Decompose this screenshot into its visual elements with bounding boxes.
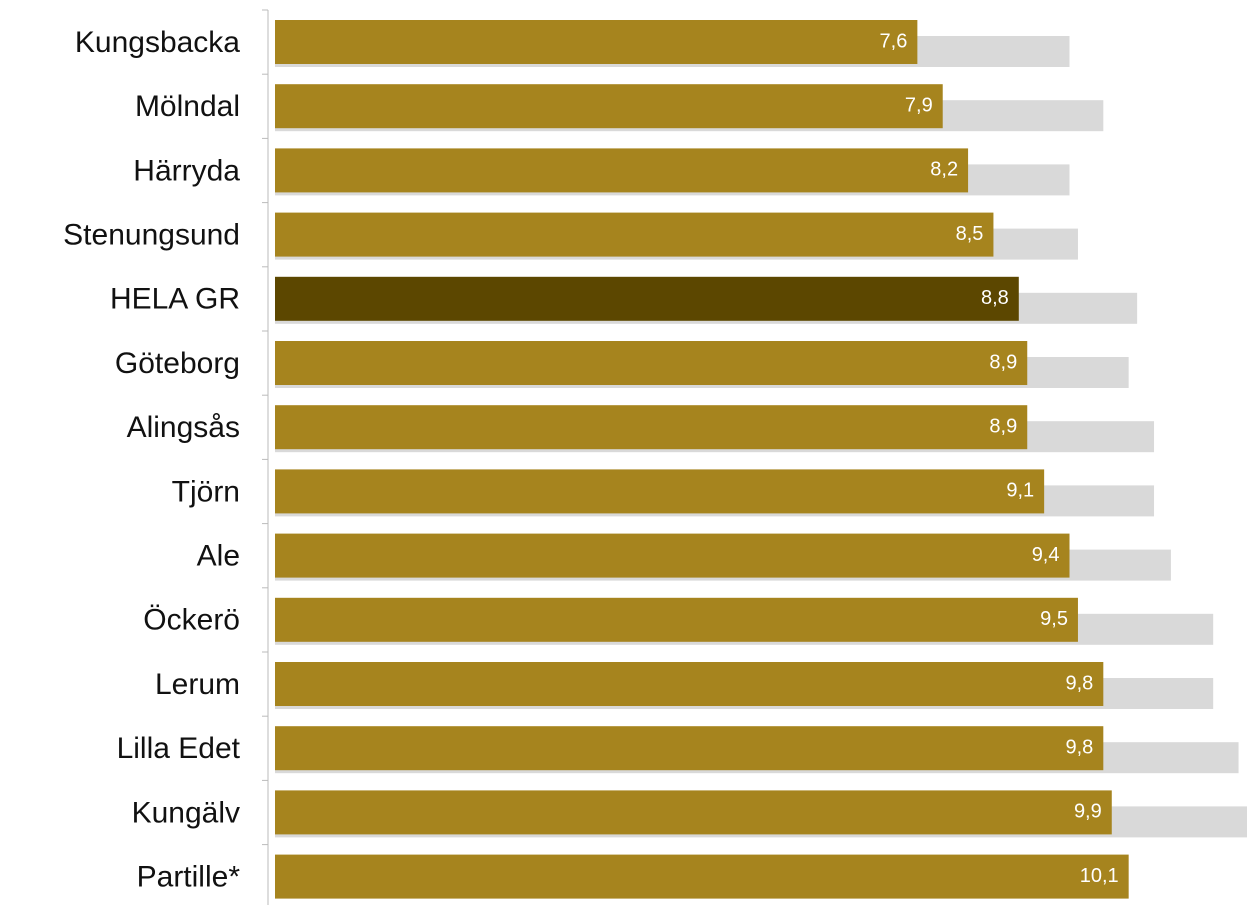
data-label: 9,4 xyxy=(1032,544,1060,566)
data-label: 10,1 xyxy=(1080,865,1119,887)
data-label: 9,8 xyxy=(1066,672,1094,694)
category-label: Partille* xyxy=(137,861,241,894)
bar xyxy=(275,790,1112,835)
bar xyxy=(275,148,969,193)
data-label: 9,8 xyxy=(1066,736,1094,758)
bar xyxy=(275,662,1104,706)
bar xyxy=(275,276,1019,321)
category-label: Alingsås xyxy=(127,411,240,444)
bar xyxy=(275,212,994,257)
data-label: 9,9 xyxy=(1074,801,1102,823)
bar xyxy=(275,469,1045,514)
bar xyxy=(275,597,1078,642)
category-label: Tjörn xyxy=(172,475,240,508)
data-label: 8,9 xyxy=(989,351,1017,373)
bar xyxy=(275,405,1028,450)
category-label: Kungsbacka xyxy=(75,26,240,59)
data-label: 8,2 xyxy=(930,159,958,181)
category-label: Mölndal xyxy=(135,90,240,123)
data-label: 9,5 xyxy=(1040,608,1068,630)
category-label: Kungälv xyxy=(132,796,240,829)
bar xyxy=(275,533,1070,578)
data-label: 8,5 xyxy=(956,223,984,245)
bar xyxy=(275,854,1129,899)
data-label: 7,6 xyxy=(880,30,908,52)
category-label: Öckerö xyxy=(143,604,240,637)
bar xyxy=(275,20,918,64)
category-label: Stenungsund xyxy=(63,219,240,252)
category-label: Göteborg xyxy=(115,347,240,380)
category-label: Härryda xyxy=(133,154,240,187)
bar xyxy=(275,84,943,129)
category-label: Lilla Edet xyxy=(117,732,241,765)
category-label: Ale xyxy=(197,540,240,573)
data-label: 8,8 xyxy=(981,287,1009,309)
bar xyxy=(275,726,1104,771)
data-label: 8,9 xyxy=(989,415,1017,437)
data-label: 7,9 xyxy=(905,94,933,116)
category-label: HELA GR xyxy=(110,283,240,316)
bar xyxy=(275,341,1028,385)
data-label: 9,1 xyxy=(1006,480,1034,502)
category-label: Lerum xyxy=(155,668,240,701)
